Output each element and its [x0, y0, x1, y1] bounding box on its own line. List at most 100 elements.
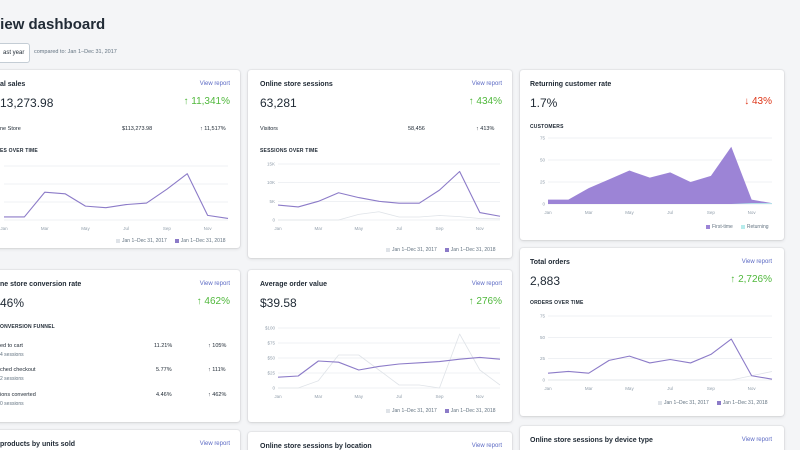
x-tick-label: May [625, 386, 634, 391]
sales-chart: Jan Mar May Jul Sep Nov [0, 165, 229, 231]
x-tick-label: Mar [314, 394, 322, 399]
aov-card: Average order value View report $39.58 ↑… [248, 270, 512, 422]
series-line-previous [278, 211, 501, 221]
view-report-link[interactable]: View report [199, 281, 230, 287]
y-tick-label: $50 [267, 356, 275, 361]
x-tick-label: May [625, 210, 634, 215]
x-tick-label: Sep [435, 394, 444, 399]
x-tick-label: Jul [396, 226, 402, 231]
y-tick-label: 0 [272, 218, 275, 223]
funnel-row-sub: 4 sessions [0, 352, 24, 358]
top-products-card: products by units sold View report [0, 430, 240, 450]
series-line-current [277, 170, 501, 217]
chart-legend: Jan 1–Dec 31, 2017 Jan 1–Dec 31, 2018 [386, 408, 496, 414]
x-tick-label: Sep [163, 226, 172, 231]
view-report-link[interactable]: View report [741, 437, 772, 443]
orders-chart: 75 50 25 0 Jan Mar May Jul Sep Nov [540, 314, 773, 391]
x-tick-label: Mar [41, 226, 49, 231]
chart-label: ORDERS OVER TIME [530, 300, 584, 306]
x-tick-label: Sep [435, 226, 444, 231]
funnel-row-change: ↑ 462% [208, 392, 227, 398]
funnel-row-value: 5.77% [156, 367, 172, 373]
aov-chart: $100 $75 $50 $25 0 Jan Mar May Jul Sep Nov [265, 326, 501, 399]
x-tick-label: Nov [748, 210, 757, 215]
funnel-row-label: ched checkout [0, 367, 36, 373]
legend-previous: Jan 1–Dec 31, 2017 [116, 238, 167, 244]
view-report-link[interactable]: View report [199, 441, 230, 447]
series-line-current [4, 173, 229, 220]
x-tick-label: Jan [544, 386, 552, 391]
y-tick-label: 75 [540, 314, 546, 319]
funnel-row-change: ↑ 111% [208, 367, 226, 373]
card-title: Online store sessions [260, 81, 333, 88]
series-line-previous [278, 333, 501, 389]
area-series-first-time [548, 146, 772, 204]
funnel-row-sub: 2 sessions [0, 376, 24, 382]
legend-previous: Jan 1–Dec 31, 2017 [386, 247, 437, 253]
total-orders-change: ↑ 2,726% [730, 274, 772, 285]
y-tick-label: 0 [542, 202, 545, 207]
legend-current: Jan 1–Dec 31, 2018 [174, 238, 226, 244]
x-tick-label: May [354, 394, 363, 399]
sessions-by-device-card: Online store sessions by device type Vie… [520, 426, 784, 450]
card-title: Online store sessions by device type [530, 437, 653, 444]
total-sales-value: 13,273.98 [0, 96, 54, 110]
y-tick-label: 25 [540, 180, 546, 185]
area-series-returning [548, 203, 772, 204]
sessions-change: ↑ 434% [468, 96, 502, 107]
y-tick-label: 5K [269, 199, 275, 204]
legend-first-time: First-time [706, 224, 733, 230]
y-tick-label: 10K [267, 180, 275, 185]
visitors-value: 58,456 [408, 126, 425, 132]
funnel-row-label: ed to cart [0, 343, 23, 349]
x-tick-label: Sep [707, 210, 716, 215]
funnel-row-value: 11.21% [154, 343, 173, 349]
x-tick-label: May [354, 226, 363, 231]
view-report-link[interactable]: View report [471, 281, 502, 287]
x-tick-label: May [81, 226, 90, 231]
series-line-current [547, 338, 773, 380]
x-tick-label: Jan [0, 226, 8, 231]
total-sales-card: al sales View report 13,273.98 ↑ 11,341%… [0, 70, 240, 248]
x-tick-label: Jul [667, 386, 673, 391]
y-tick-label: $75 [267, 341, 275, 346]
view-report-link[interactable]: View report [471, 443, 502, 449]
chart-label: SESSIONS OVER TIME [260, 148, 319, 154]
returning-value: 1.7% [530, 96, 558, 110]
chart-legend: First-time Returning [706, 224, 769, 230]
y-tick-label: 0 [542, 378, 545, 383]
sessions-value: 63,281 [260, 96, 297, 110]
visitors-label: Visitors [260, 126, 278, 132]
returning-customer-card: Returning customer rate 1.7% ↓ 43% CUSTO… [520, 70, 784, 240]
breakdown-change: ↑ 11,517% [200, 126, 226, 132]
customers-chart: 75 50 25 0 Jan Mar May Jul Sep Nov [540, 136, 772, 215]
x-tick-label: Jan [544, 210, 552, 215]
total-orders-value: 2,883 [530, 274, 561, 288]
x-tick-label: Jan [274, 226, 282, 231]
chart-legend: Jan 1–Dec 31, 2017 Jan 1–Dec 31, 2018 [116, 238, 226, 244]
view-report-link[interactable]: View report [471, 81, 502, 87]
card-title: ne store conversion rate [0, 281, 82, 288]
card-title: Online store sessions by location [260, 443, 372, 450]
x-tick-label: Mar [585, 210, 593, 215]
funnel-row-label: ions converted [0, 392, 36, 398]
legend-current: Jan 1–Dec 31, 2018 [716, 400, 768, 406]
view-report-link[interactable]: View report [741, 259, 772, 265]
card-title: Average order value [260, 281, 328, 288]
y-tick-label: 75 [540, 136, 546, 141]
conversion-card: ne store conversion rate View report 46%… [0, 270, 240, 422]
y-tick-label: 25 [540, 356, 546, 361]
x-tick-label: Nov [204, 226, 213, 231]
date-range-button[interactable]: ast year [0, 43, 30, 63]
conversion-value: 46% [0, 296, 25, 310]
x-tick-label: Nov [476, 394, 485, 399]
view-report-link[interactable]: View report [199, 81, 230, 87]
aov-value: $39.58 [260, 296, 297, 310]
x-tick-label: Jan [274, 394, 282, 399]
x-tick-label: Nov [748, 386, 757, 391]
conversion-change: ↑ 462% [196, 296, 230, 307]
x-tick-label: Jul [396, 394, 402, 399]
x-tick-label: Jul [123, 226, 129, 231]
x-tick-label: Mar [314, 226, 322, 231]
card-title: Returning customer rate [530, 81, 612, 88]
